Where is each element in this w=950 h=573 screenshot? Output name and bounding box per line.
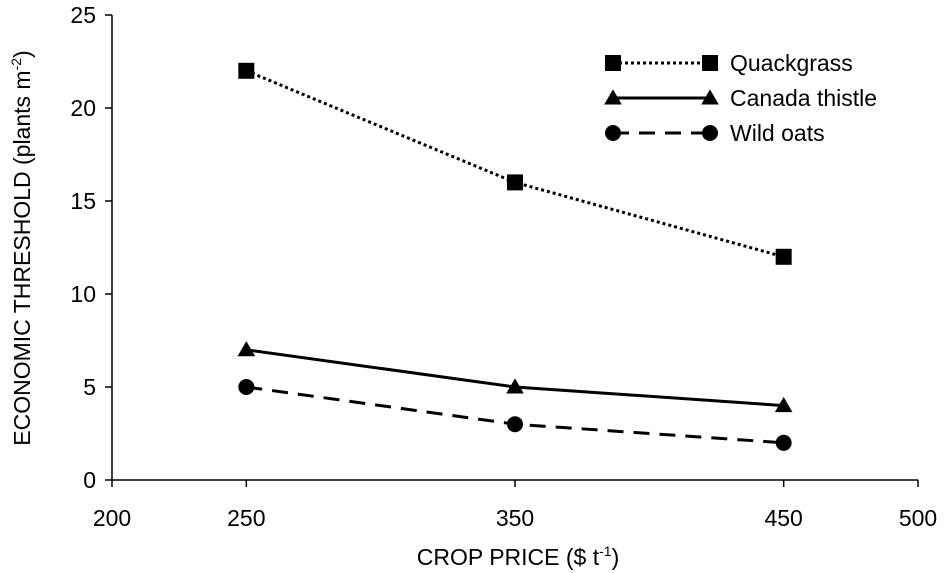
data-point-wild-oats	[775, 434, 792, 451]
x-tick-label: 350	[496, 505, 534, 531]
x-tick-label: 200	[93, 505, 131, 531]
legend-label: Quackgrass	[730, 50, 853, 76]
x-tick-label: 250	[227, 505, 265, 531]
legend-item-canada-thistle: Canada thistle	[604, 85, 877, 111]
series-line-wild-oats	[246, 385, 784, 445]
y-tick-label: 0	[83, 467, 96, 493]
legend: Quackgrass Canada thistle Wild oats	[604, 50, 877, 146]
y-tick-label: 10	[70, 281, 96, 307]
data-point-quackgrass	[507, 174, 523, 191]
data-point-wild-oats	[238, 379, 255, 395]
x-ticks: 200 250 350 450 500	[93, 480, 937, 531]
legend-marker	[605, 125, 621, 141]
x-tick-label: 450	[764, 505, 802, 531]
series-markers	[237, 62, 793, 451]
data-point-wild-oats	[507, 416, 523, 433]
x-tick-label: 500	[899, 505, 937, 531]
y-tick-label: 15	[70, 188, 96, 214]
y-tick-label: 20	[70, 95, 96, 121]
legend-marker	[702, 55, 718, 71]
x-axis-title: CROP PRICE ($ t-1)	[417, 543, 619, 570]
data-point-canada-thistle	[506, 378, 524, 394]
y-ticks: 0 5 10 15 20 25	[70, 2, 112, 493]
legend-marker	[605, 55, 621, 71]
legend-item-quackgrass: Quackgrass	[605, 50, 853, 76]
data-point-canada-thistle	[774, 396, 793, 413]
legend-label: Canada thistle	[730, 85, 877, 111]
y-tick-label: 25	[70, 2, 96, 28]
legend-label: Wild oats	[730, 120, 825, 146]
legend-marker	[701, 89, 719, 105]
data-point-canada-thistle	[237, 341, 256, 357]
data-point-quackgrass	[238, 62, 255, 79]
y-axis-title: ECONOMIC THRESHOLD (plants m-2)	[8, 50, 35, 445]
legend-marker	[702, 125, 718, 141]
data-point-quackgrass	[775, 248, 792, 265]
legend-marker	[604, 89, 622, 105]
legend-item-wild-oats: Wild oats	[605, 120, 825, 146]
y-tick-label: 5	[83, 374, 96, 400]
